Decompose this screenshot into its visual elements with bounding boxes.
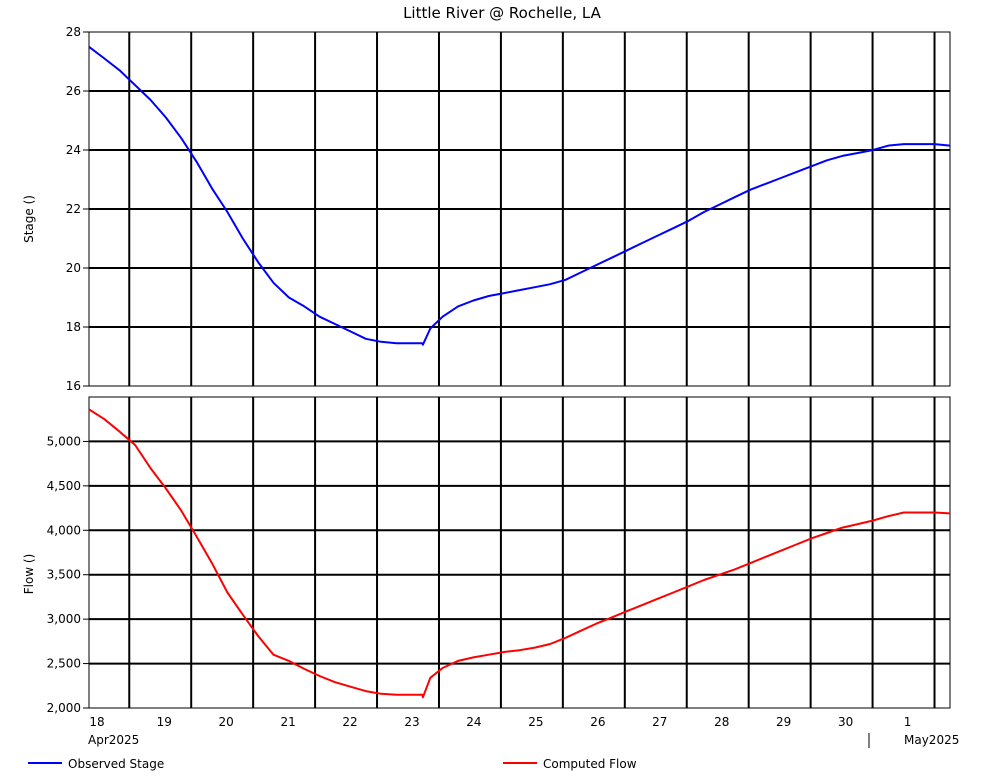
stage-ytick-label: 28 bbox=[66, 25, 81, 39]
x-tick-label: 21 bbox=[280, 715, 295, 729]
flow-series-line bbox=[88, 408, 951, 699]
stage-ytick-label: 18 bbox=[66, 320, 81, 334]
stage-panel: 16 18 20 22 24 26 28 bbox=[66, 25, 951, 393]
x-axis-labels: 18 19 20 21 22 23 24 25 26 27 28 29 30 1 bbox=[89, 715, 911, 729]
flow-ytick-label: 2,000 bbox=[47, 701, 81, 715]
stage-ytick-label: 24 bbox=[66, 143, 81, 157]
legend-label-observed-stage: Observed Stage bbox=[68, 757, 164, 771]
flow-plot-frame bbox=[88, 396, 951, 709]
stage-axis-label: Stage () bbox=[22, 195, 36, 243]
stage-ytick-label: 20 bbox=[66, 261, 81, 275]
stage-series-line bbox=[88, 46, 951, 346]
legend: Observed Stage Computed Flow bbox=[28, 757, 637, 771]
x-tick-label: 30 bbox=[838, 715, 853, 729]
x-tick-label: 25 bbox=[528, 715, 543, 729]
stage-ytick-label: 22 bbox=[66, 202, 81, 216]
legend-label-computed-flow: Computed Flow bbox=[543, 757, 637, 771]
x-tick-label: 23 bbox=[404, 715, 419, 729]
flow-ytick-label: 4,500 bbox=[47, 479, 81, 493]
stage-ytick-label: 26 bbox=[66, 84, 81, 98]
stage-ytick-label: 16 bbox=[66, 379, 81, 393]
flow-ytick-label: 3,000 bbox=[47, 612, 81, 626]
month-label-start: Apr2025 bbox=[88, 733, 139, 747]
chart-title: Little River @ Rochelle, LA bbox=[403, 4, 602, 22]
x-tick-label: 22 bbox=[342, 715, 357, 729]
x-tick-label: 27 bbox=[652, 715, 667, 729]
x-tick-label: 29 bbox=[776, 715, 791, 729]
flow-axis-label: Flow () bbox=[22, 554, 36, 595]
x-tick-label: 18 bbox=[89, 715, 104, 729]
x-tick-label: 1 bbox=[904, 715, 912, 729]
x-tick-label: 20 bbox=[219, 715, 234, 729]
flow-ytick-label: 5,000 bbox=[47, 434, 81, 448]
flow-ytick-label: 3,500 bbox=[47, 568, 81, 582]
x-tick-label: 26 bbox=[590, 715, 605, 729]
flow-panel: 2,000 2,500 3,000 3,500 4,000 4,500 5,000 bbox=[47, 396, 951, 715]
x-tick-label: 28 bbox=[714, 715, 729, 729]
x-tick-label: 24 bbox=[466, 715, 481, 729]
flow-ytick-label: 2,500 bbox=[47, 657, 81, 671]
flow-ytick-label: 4,000 bbox=[47, 523, 81, 537]
x-tick-label: 19 bbox=[157, 715, 172, 729]
month-label-end: May2025 bbox=[904, 733, 959, 747]
